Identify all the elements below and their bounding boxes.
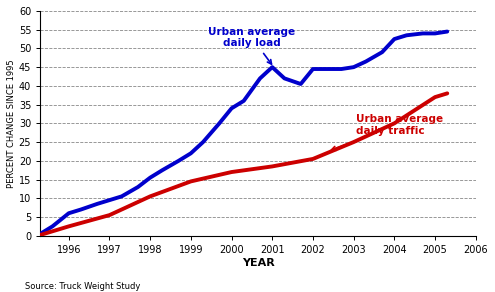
Text: Source: Truck Weight Study: Source: Truck Weight Study bbox=[25, 282, 140, 291]
Y-axis label: PERCENT CHANGE SINCE 1995: PERCENT CHANGE SINCE 1995 bbox=[7, 59, 16, 188]
X-axis label: YEAR: YEAR bbox=[242, 258, 274, 267]
Text: Urban average
daily traffic: Urban average daily traffic bbox=[332, 114, 443, 150]
Text: Urban average
daily load: Urban average daily load bbox=[208, 27, 296, 64]
